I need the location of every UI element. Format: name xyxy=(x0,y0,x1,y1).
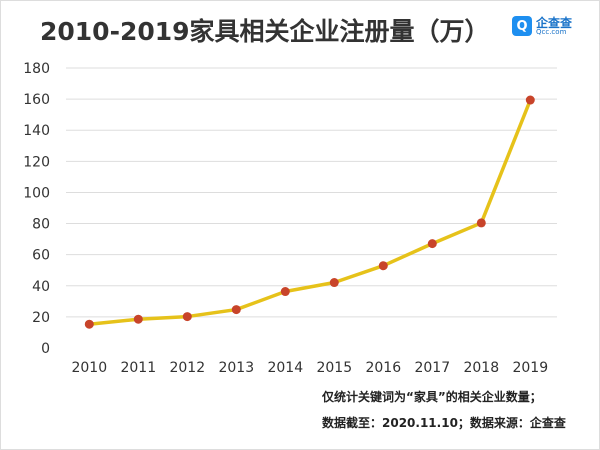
data-point xyxy=(280,287,290,297)
qcc-logo: Q 企查查 Qcc.com xyxy=(512,16,572,36)
y-tick-label: 100 xyxy=(23,185,50,201)
data-point xyxy=(427,239,437,249)
y-tick-label: 80 xyxy=(32,217,50,233)
data-point xyxy=(84,319,94,329)
data-point xyxy=(182,312,192,322)
qcc-logo-icon: Q xyxy=(512,16,532,36)
chart-title: 2010-2019家具相关企业注册量（万） xyxy=(40,17,490,46)
x-tick-label: 2011 xyxy=(120,360,156,376)
logo-domain: Qcc.com xyxy=(536,27,567,36)
x-tick-label: 2010 xyxy=(71,360,107,376)
y-tick-label: 160 xyxy=(23,92,50,108)
x-tick-label: 2013 xyxy=(218,360,254,376)
y-tick-label: 40 xyxy=(32,279,50,295)
note-source: 数据截至：2020.11.10；数据来源：企查查 xyxy=(322,416,566,430)
data-point xyxy=(231,305,241,315)
y-tick-label: 20 xyxy=(32,310,50,326)
x-tick-label: 2012 xyxy=(169,360,205,376)
y-tick-label: 180 xyxy=(23,61,50,77)
y-tick-label: 60 xyxy=(32,248,50,264)
note-scope: 仅统计关键词为“家具”的相关企业数量； xyxy=(322,390,542,404)
y-tick-label: 140 xyxy=(23,123,50,139)
y-tick-label: 0 xyxy=(41,341,50,357)
data-point xyxy=(133,314,143,324)
data-point xyxy=(329,278,339,288)
x-tick-label: 2017 xyxy=(414,360,450,376)
y-tick-label: 120 xyxy=(23,154,50,170)
data-point xyxy=(525,95,535,105)
data-point xyxy=(476,218,486,228)
data-point xyxy=(378,261,388,271)
x-tick-label: 2015 xyxy=(316,360,352,376)
logo-name: 企查查 xyxy=(536,15,573,30)
series-line xyxy=(89,99,532,326)
x-tick-label: 2019 xyxy=(512,360,548,376)
x-tick-label: 2016 xyxy=(365,360,401,376)
x-tick-label: 2018 xyxy=(463,360,499,376)
x-tick-label: 2014 xyxy=(267,360,303,376)
